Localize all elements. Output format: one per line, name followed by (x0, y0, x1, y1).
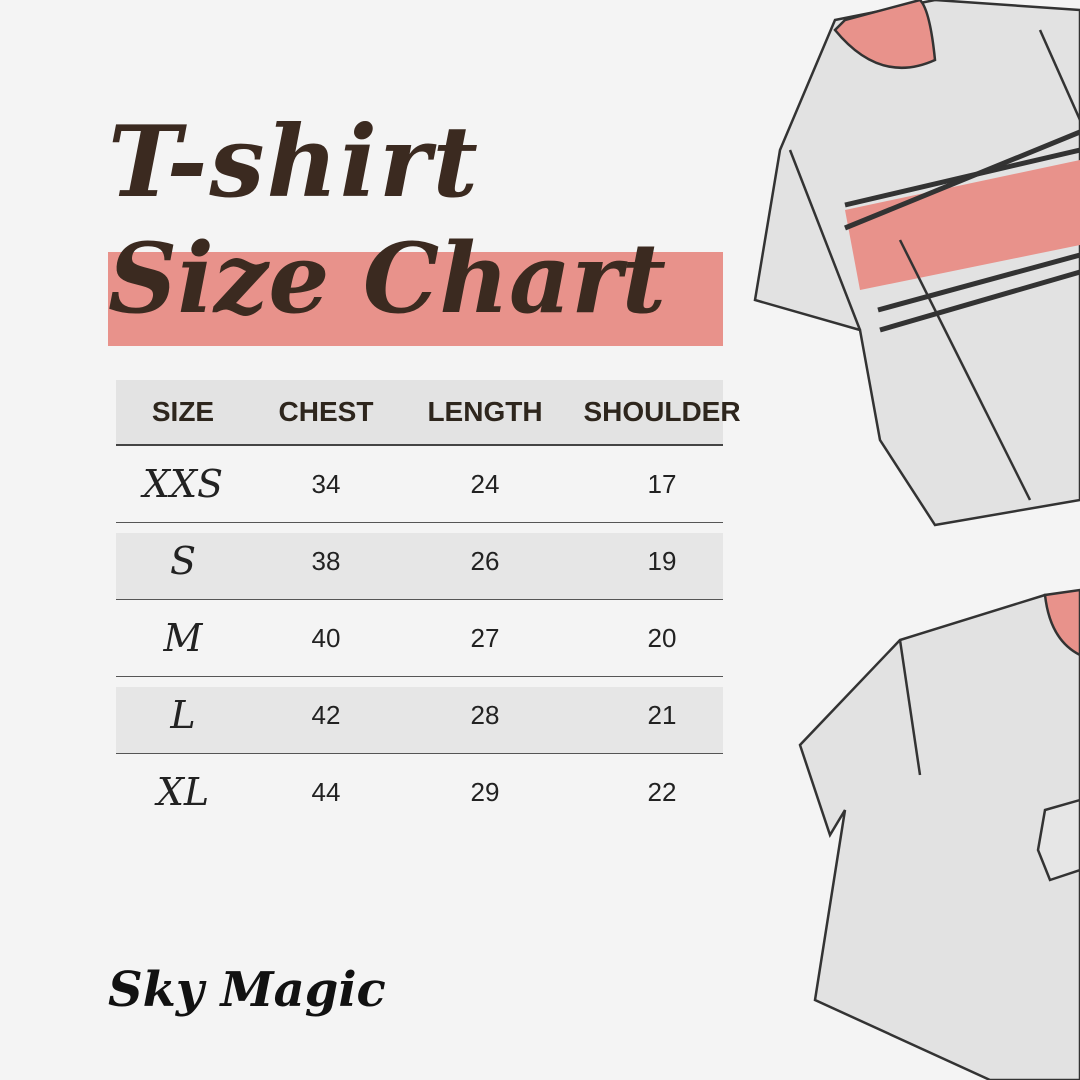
chest-cell: 42 (311, 699, 341, 730)
chest-cell: 34 (311, 468, 341, 499)
title-line-2: Size Chart (108, 222, 667, 335)
table-row: M 40 27 20 (116, 600, 723, 677)
header-chest: CHEST (278, 396, 374, 427)
length-cell: 24 (470, 468, 500, 499)
table-row: XXS 34 24 17 (116, 446, 723, 523)
shoulder-cell: 17 (647, 468, 677, 499)
header-length: LENGTH (427, 396, 543, 427)
table-header: SIZE CHEST LENGTH SHOULDER (116, 380, 741, 446)
title-highlight-band (108, 252, 723, 346)
length-cell: 28 (470, 699, 500, 730)
chest-cell: 38 (311, 545, 341, 576)
chest-cell: 44 (311, 776, 341, 807)
brand-logo: Sky Magic (108, 962, 386, 1018)
table-row: L 42 28 21 (116, 677, 723, 754)
tshirt-illustrations (753, 0, 1080, 1080)
shoulder-cell: 21 (647, 699, 677, 730)
table-row: S 38 26 19 (116, 523, 723, 600)
size-table: SIZE CHEST LENGTH SHOULDER XXS 34 24 17 … (116, 380, 741, 830)
shoulder-cell: 22 (647, 776, 677, 807)
striped-tshirt-illustration (753, 0, 1080, 527)
shoulder-cell: 20 (647, 622, 677, 653)
chest-cell: 40 (311, 622, 341, 653)
size-cell: L (170, 693, 196, 737)
shoulder-cell: 19 (647, 545, 677, 576)
length-cell: 26 (470, 545, 500, 576)
length-cell: 29 (470, 776, 500, 807)
length-cell: 27 (470, 622, 500, 653)
size-cell: XL (156, 770, 210, 814)
table-row: XL 44 29 22 (116, 754, 723, 830)
title-line-1: T-shirt (108, 105, 480, 220)
size-cell: M (163, 616, 203, 660)
header-shoulder: SHOULDER (583, 396, 741, 427)
pocket-tshirt-illustration (798, 588, 1080, 1080)
size-cell: XXS (142, 462, 224, 506)
header-size: SIZE (151, 396, 215, 427)
size-cell: S (169, 539, 197, 583)
